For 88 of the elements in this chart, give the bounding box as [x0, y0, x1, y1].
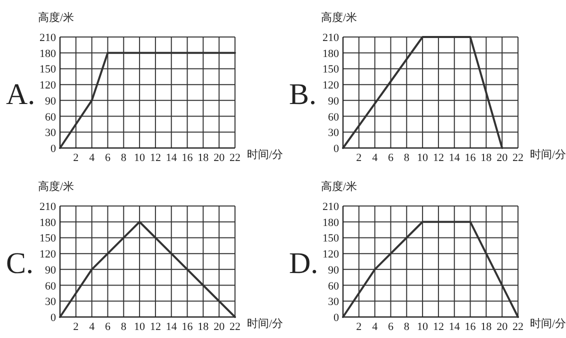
x-axis-title: 时间/分 [247, 317, 284, 330]
x-tick-label: 4 [372, 321, 378, 333]
x-tick-label: 22 [512, 321, 524, 333]
x-tick-label: 20 [214, 321, 226, 333]
y-tick-label: 210 [322, 32, 340, 44]
x-axis-title: 时间/分 [247, 148, 284, 161]
text: D. [289, 247, 318, 280]
y-tick-label: 150 [40, 64, 56, 76]
y-tick-label: 210 [322, 201, 340, 213]
x-axis-title: 时间/分 [530, 148, 566, 161]
y-tick-label: 180 [40, 48, 56, 60]
x-tick-label: 10 [417, 152, 429, 164]
y-tick-label: 0 [50, 312, 56, 324]
y-tick-label: 120 [40, 248, 56, 261]
y-tick-label: 90 [328, 264, 340, 276]
x-tick-label: 16 [182, 152, 194, 164]
y-tick-label: 120 [322, 80, 340, 92]
y-axis-title: 高度/米 [321, 180, 358, 193]
x-tick-label: 2 [73, 321, 79, 333]
x-tick-label: 14 [448, 152, 460, 164]
x-axis-title: 时间/分 [530, 317, 566, 330]
x-tick-label: 16 [464, 321, 476, 333]
x-tick-label: 4 [372, 152, 378, 164]
x-tick-label: 10 [134, 321, 146, 333]
y-tick-label: 180 [322, 216, 340, 229]
y-axis-title: 高度/米 [38, 11, 74, 24]
x-tick-label: 20 [214, 152, 226, 164]
x-tick-label: 12 [432, 321, 444, 333]
x-tick-label: 8 [404, 152, 410, 164]
y-tick-label: 150 [40, 232, 56, 245]
y-axis-title: 高度/米 [321, 11, 358, 24]
x-tick-label: 4 [89, 152, 96, 164]
y-tick-label: 30 [328, 127, 340, 140]
y-tick-label: 60 [328, 280, 340, 292]
x-tick-label: 12 [432, 152, 444, 164]
x-tick-label: 6 [388, 321, 394, 333]
y-tick-label: 90 [328, 95, 340, 108]
y-tick-label: 180 [322, 48, 340, 60]
text: C. [6, 247, 34, 280]
x-tick-label: 22 [230, 321, 240, 333]
y-tick-label: 120 [322, 248, 340, 261]
x-tick-label: 2 [356, 321, 362, 333]
y-tick-label: 60 [45, 280, 56, 292]
y-tick-label: 0 [334, 143, 340, 155]
x-tick-label: 16 [464, 152, 476, 164]
x-tick-label: 16 [182, 321, 194, 333]
x-tick-label: 18 [480, 152, 492, 164]
y-tick-label: 30 [328, 296, 340, 308]
y-tick-label: 150 [322, 64, 340, 76]
y-tick-label: 60 [328, 111, 340, 124]
y-tick-label: 60 [45, 111, 56, 124]
y-tick-label: 120 [40, 80, 56, 92]
x-tick-label: 10 [134, 152, 146, 164]
x-tick-label: 22 [512, 152, 524, 164]
x-tick-label: 12 [150, 321, 161, 333]
x-tick-label: 6 [388, 152, 394, 164]
x-tick-label: 4 [89, 321, 96, 333]
x-tick-label: 22 [230, 152, 240, 164]
text: B. [289, 78, 317, 111]
y-tick-label: 0 [50, 143, 56, 155]
x-tick-label: 20 [496, 321, 508, 333]
x-tick-label: 18 [480, 321, 492, 333]
text: A. [6, 78, 36, 111]
y-tick-label: 30 [45, 296, 56, 308]
y-tick-label: 210 [40, 32, 56, 44]
y-tick-label: 90 [45, 264, 56, 276]
x-tick-label: 10 [417, 321, 429, 333]
x-tick-label: 14 [166, 321, 178, 333]
x-tick-label: 6 [104, 321, 111, 333]
x-tick-label: 8 [120, 321, 127, 333]
x-tick-label: 20 [496, 152, 508, 164]
x-tick-label: 12 [150, 152, 161, 164]
y-axis-title: 高度/米 [38, 180, 74, 193]
x-tick-label: 14 [166, 152, 178, 164]
y-tick-label: 150 [322, 232, 340, 245]
y-tick-label: 90 [45, 95, 56, 108]
x-tick-label: 18 [198, 152, 210, 164]
y-tick-label: 180 [40, 216, 56, 229]
x-tick-label: 6 [104, 152, 111, 164]
y-tick-label: 210 [40, 201, 56, 213]
x-tick-label: 2 [356, 152, 362, 164]
y-tick-label: 30 [45, 127, 56, 140]
x-tick-label: 8 [120, 152, 127, 164]
x-tick-label: 2 [73, 152, 79, 164]
x-tick-label: 8 [404, 321, 410, 333]
x-tick-label: 14 [448, 321, 460, 333]
x-tick-label: 18 [198, 321, 210, 333]
y-tick-label: 0 [334, 312, 340, 324]
